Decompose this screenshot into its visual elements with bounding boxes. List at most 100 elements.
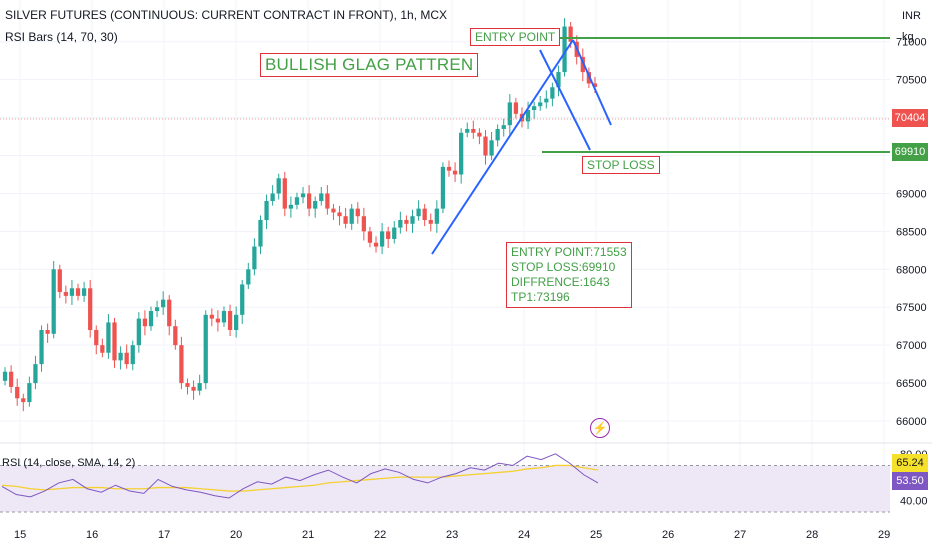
candle-body [355, 208, 360, 217]
candle-body [459, 132, 464, 175]
x-tick-label: 15 [14, 529, 26, 541]
info-entry: ENTRY POINT:71553 [511, 245, 627, 259]
candle-body [81, 288, 87, 296]
candle-body [398, 220, 403, 228]
y-tick-label: 68000 [896, 264, 927, 276]
candle-body [63, 292, 68, 296]
stop-loss-annotation[interactable]: STOP LOSS [582, 156, 660, 174]
current-price-badge: 70404 [892, 109, 928, 127]
candle-body [258, 220, 263, 247]
price-axis: 6600066500670006750068000685006900069500… [896, 37, 927, 428]
candle-body [367, 231, 373, 243]
candle-body [203, 314, 208, 384]
candle-body [33, 364, 38, 384]
candle-body [75, 288, 81, 296]
y-tick-label: 70500 [896, 75, 927, 87]
unit-label: kg [902, 31, 914, 43]
candle-body [422, 208, 427, 220]
candle-body [331, 208, 336, 213]
candle-body [550, 87, 555, 99]
info-tp1: TP1:73196 [511, 290, 570, 304]
candle-body [264, 201, 269, 220]
candle-body [306, 193, 312, 209]
candle-body [319, 193, 324, 202]
candle-body [568, 26, 573, 42]
candle-body [501, 125, 506, 129]
currency-label: INR [902, 10, 921, 22]
time-axis: 1516172021222324252627282930 [14, 529, 890, 541]
candle-body [452, 170, 458, 175]
candle-body [240, 284, 245, 315]
candle-body [465, 128, 470, 133]
candle-body [386, 231, 391, 239]
rsi-label: RSI (14, close, SMA, 14, 2) [2, 457, 136, 469]
candle-body [580, 56, 585, 73]
flag-upper-line [572, 39, 612, 126]
candle-body [483, 136, 488, 156]
candle-body [112, 322, 117, 361]
candle-body [148, 311, 154, 327]
entry-point-annotation[interactable]: ENTRY POINT [470, 28, 561, 46]
candle-body [404, 220, 409, 224]
chart-grid [0, 0, 890, 515]
x-tick-label: 22 [374, 529, 386, 541]
rsi-sma-badge: 53.50 [892, 472, 928, 490]
x-tick-label: 26 [662, 529, 674, 541]
y-tick-label: 69000 [896, 188, 927, 200]
candle-body [173, 326, 178, 346]
x-tick-label: 20 [230, 529, 242, 541]
candle-body [544, 98, 549, 103]
candle-body [221, 311, 227, 323]
x-tick-label: 23 [446, 529, 458, 541]
candle-body [300, 193, 306, 198]
candle-body [392, 227, 397, 239]
candle-body [136, 318, 141, 346]
y-tick-label: 67000 [896, 340, 927, 352]
candle-body [434, 208, 439, 224]
candle-body [142, 318, 148, 327]
y-tick-label: 66500 [896, 378, 927, 390]
candle-body [282, 178, 287, 209]
pattern-title-annotation[interactable]: BULLISH GLAG PATTREN [260, 53, 479, 77]
candle-body [118, 352, 123, 361]
x-tick-label: 27 [734, 529, 746, 541]
info-diff: DIFFRENCE:1643 [511, 275, 610, 289]
flag-lower-line [539, 49, 591, 151]
candle-body [513, 102, 519, 114]
x-tick-label: 16 [86, 529, 98, 541]
candle-body [592, 83, 598, 87]
x-tick-label: 17 [158, 529, 170, 541]
pattern-overlays [0, 37, 890, 255]
lightning-icon[interactable]: ⚡ [590, 418, 610, 438]
flag-pole-line [431, 39, 574, 255]
y-tick-label: 67500 [896, 302, 927, 314]
candle-body [191, 386, 196, 391]
stop-price-badge: 69910 [892, 143, 928, 161]
rsi-tick-label: 40.00 [900, 495, 928, 507]
rsi-line [1, 453, 599, 499]
candle-body [88, 288, 93, 330]
rsi-bars-label: RSI Bars (14, 70, 30) [5, 30, 118, 44]
candle-body [209, 314, 214, 319]
candle-body [538, 102, 543, 107]
candle-body [21, 398, 26, 403]
candle-body [100, 345, 105, 353]
candle-body [361, 216, 366, 232]
candle-body [288, 204, 294, 209]
candle-body [234, 314, 239, 330]
candle-body [428, 220, 433, 224]
candle-body [69, 288, 75, 296]
trade-info-annotation[interactable]: ENTRY POINT:71553 STOP LOSS:69910 DIFFRE… [506, 242, 632, 308]
candle-body [507, 102, 512, 126]
candle-body [349, 208, 354, 224]
candle-body [215, 318, 221, 323]
x-tick-label: 21 [302, 529, 314, 541]
candle-body [532, 106, 537, 110]
candle-body [94, 330, 99, 346]
candle-body [325, 193, 330, 209]
candle-body [337, 212, 342, 217]
y-tick-label: 68500 [896, 226, 927, 238]
candle-body [313, 201, 318, 209]
y-tick-label: 66000 [896, 416, 927, 428]
